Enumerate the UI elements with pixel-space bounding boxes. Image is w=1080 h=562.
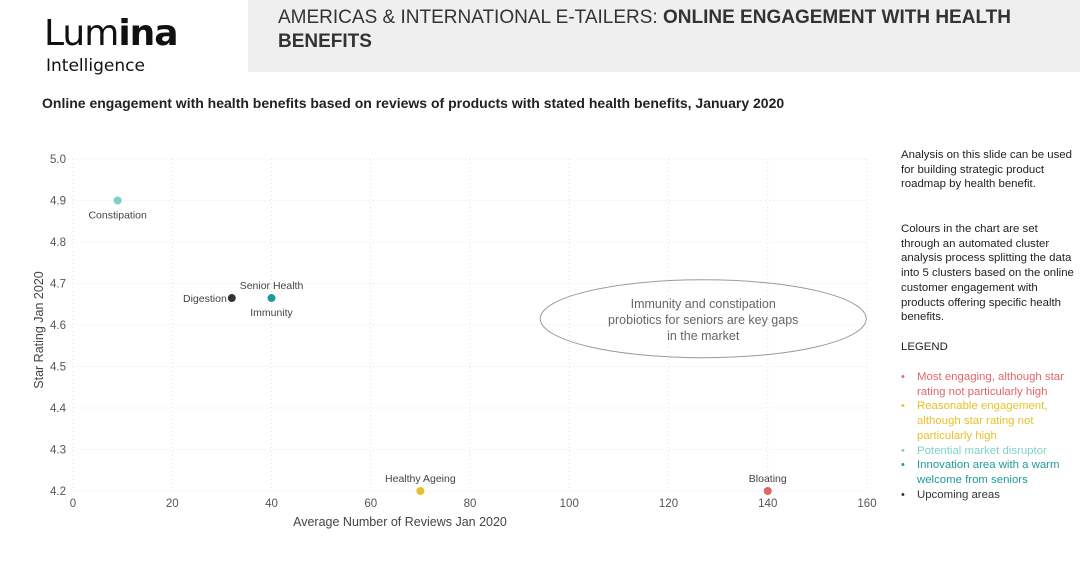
x-tick-label: 80 — [464, 498, 477, 510]
data-point — [416, 487, 425, 495]
data-label: Constipation — [88, 210, 147, 222]
legend-item-label: Innovation area with a warm welcome from… — [917, 459, 1060, 486]
annotation-text: in the market — [667, 329, 740, 343]
y-tick-label: 5.0 — [50, 154, 66, 166]
y-tick-label: 4.9 — [50, 196, 66, 208]
logo-light: Lum — [44, 13, 119, 54]
y-axis-title: Star Rating Jan 2020 — [32, 271, 46, 388]
legend-bullet-icon: • — [901, 488, 905, 501]
data-label: Bloating — [749, 473, 787, 485]
side-note-1: Analysis on this slide can be used for b… — [901, 149, 1072, 191]
x-tick-label: 160 — [857, 498, 876, 510]
x-tick-label: 100 — [560, 498, 579, 510]
x-axis-title: Average Number of Reviews Jan 2020 — [293, 515, 507, 529]
legend-bullet-icon: • — [901, 400, 905, 413]
y-tick-label: 4.2 — [50, 486, 66, 498]
page-title-bold: ONLINE ENGAGEMENT WITH HEALTH BENEFITS — [278, 7, 1011, 52]
x-tick-label: 40 — [265, 498, 278, 510]
x-tick-label: 140 — [758, 498, 777, 510]
y-tick-label: 4.8 — [50, 237, 66, 249]
y-tick-label: 4.4 — [50, 403, 67, 415]
data-point — [267, 294, 276, 303]
legend-bullet-icon: • — [901, 444, 905, 457]
logo: Lumina Intelligence — [44, 13, 179, 77]
data-label: Digestion — [183, 293, 227, 305]
legend-item-label: Potential market disruptor — [917, 444, 1047, 457]
data-point — [763, 487, 772, 495]
x-tick-label: 0 — [70, 498, 76, 510]
legend-bullet-icon: • — [901, 371, 905, 383]
chart-subtitle: Online engagement with health benefits b… — [42, 95, 785, 111]
y-tick-label: 4.5 — [50, 362, 66, 374]
logo-subtitle: Intelligence — [46, 56, 145, 76]
side-note-2: Colours in the chart are set through an … — [901, 223, 1074, 324]
legend-item: • Innovation area with a warm welcome fro… — [901, 458, 1079, 487]
logo-wordmark: Lumina — [44, 13, 179, 54]
x-tick-label: 60 — [364, 498, 377, 510]
logo-bold: ina — [118, 13, 178, 54]
y-tick-label: 4.6 — [50, 320, 66, 332]
y-tick-label: 4.7 — [50, 279, 66, 291]
scatter-chart: 0 20 40 60 80 100 120 140 160 4.2 4.3 4.4 4.5 4.6 4.7 4… — [32, 154, 877, 529]
y-tick-label: 4.3 — [50, 445, 66, 457]
legend-item-label: Most engaging, although star rating not … — [917, 371, 1064, 398]
legend-item: • Reasonable engagement, although star ra… — [901, 399, 1079, 443]
header-band: AMERICAS & INTERNATIONAL E-TAILERS: ONLI… — [248, 0, 1080, 72]
annotation-text: probiotics for seniors are key gaps — [608, 313, 798, 327]
data-label: Senior Health — [240, 280, 304, 292]
legend-item: • Upcoming areas — [901, 488, 1079, 503]
annotation-ellipse — [539, 279, 867, 359]
data-point — [113, 196, 122, 205]
legend-bullet-icon: • — [901, 459, 905, 472]
data-point — [227, 294, 236, 303]
legend-item: • Most engaging, although star rating not… — [901, 370, 1079, 399]
legend-item-label: Reasonable engagement, although star rat… — [917, 400, 1048, 442]
page-title-prefix: AMERICAS & INTERNATIONAL E-TAILERS: — [278, 7, 663, 28]
legend-item: • Potential market disruptor — [901, 444, 1079, 459]
x-tick-label: 120 — [659, 498, 678, 510]
data-label: Immunity — [250, 307, 293, 319]
legend-item-label: Upcoming areas — [917, 488, 1000, 501]
legend-title: LEGEND — [901, 341, 948, 353]
legend: • Most engaging, although star rating not… — [901, 370, 1079, 502]
page-title: AMERICAS & INTERNATIONAL E-TAILERS: ONLI… — [278, 6, 1068, 54]
x-tick-label: 20 — [166, 498, 179, 510]
annotation-text: Immunity and constipation — [631, 297, 776, 311]
data-label: Healthy Ageing — [385, 473, 456, 485]
